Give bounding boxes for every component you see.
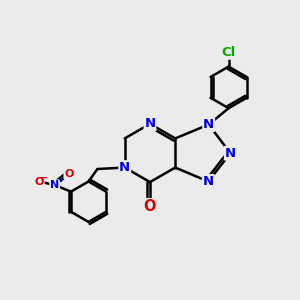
Text: N: N <box>144 117 156 130</box>
Text: O: O <box>34 176 44 187</box>
Text: N: N <box>119 161 130 174</box>
Text: +: + <box>57 175 64 184</box>
Text: O: O <box>64 169 74 179</box>
Text: N: N <box>50 180 59 190</box>
Text: N: N <box>225 147 236 160</box>
Text: −: − <box>40 172 48 182</box>
Text: N: N <box>203 175 214 188</box>
Text: N: N <box>203 118 214 131</box>
Text: Cl: Cl <box>221 46 236 59</box>
Text: O: O <box>144 199 156 214</box>
